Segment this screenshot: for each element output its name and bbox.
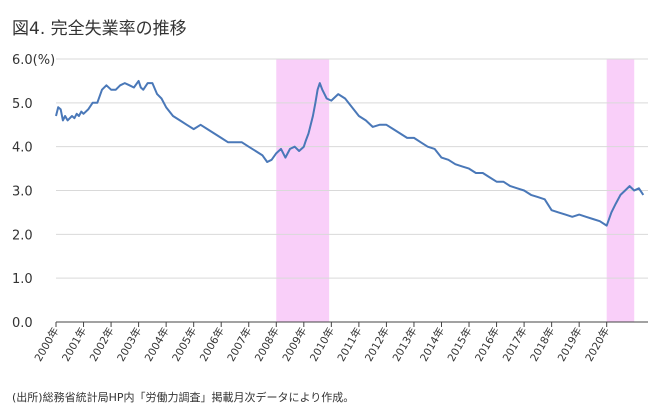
x-tick-label: 2012年 (362, 325, 392, 364)
x-tick-label: 2011年 (335, 325, 365, 364)
x-tick-label: 2017年 (500, 325, 530, 364)
y-tick-label: 6.0(%) (12, 53, 55, 68)
x-tick-label: 2007年 (224, 325, 254, 364)
source-note: (出所)総務省統計局HP内「労働力調査」掲載月次データにより作成。 (12, 391, 355, 404)
chart-title: 図4. 完全失業率の推移 (12, 19, 187, 39)
y-tick-label: 1.0 (12, 272, 33, 287)
x-tick-label: 2001年 (59, 325, 89, 364)
x-tick-label: 2005年 (169, 325, 199, 364)
y-tick-label: 2.0 (12, 228, 33, 243)
x-tick-label: 2014年 (417, 325, 447, 364)
x-tick-label: 2020年 (582, 325, 612, 364)
y-tick-labels-layer: 0.0 1.0 2.0 3.0 4.0 5.0 6.0(%) (12, 53, 55, 331)
series-line-unemployment-rate (55, 79, 645, 227)
y-tick-label: 4.0 (12, 141, 33, 156)
x-tick-label: 2010年 (307, 325, 337, 364)
x-tick-label: 2000年 (32, 325, 62, 364)
x-tick-label: 2006年 (197, 325, 227, 364)
x-tick-label: 2015年 (445, 325, 475, 364)
x-tick-label: 2002年 (87, 325, 117, 364)
x-tick-label: 2018年 (527, 325, 557, 364)
x-tick-label: 2003年 (114, 325, 144, 364)
x-tick-label: 2008年 (252, 325, 282, 364)
x-tick-label: 2009年 (280, 325, 310, 364)
x-tick-label: 2004年 (142, 325, 172, 364)
x-tick-labels-layer: 2000年2001年2002年2003年2004年2005年2006年2007年… (32, 325, 613, 364)
x-tick-label: 2019年 (555, 325, 585, 364)
y-tick-label: 5.0 (12, 97, 33, 112)
y-tick-label: 0.0 (12, 316, 33, 331)
y-tick-label: 3.0 (12, 185, 33, 200)
x-tick-label: 2016年 (472, 325, 502, 364)
series-layer (55, 79, 645, 227)
gridlines-layer (55, 58, 648, 327)
x-tick-label: 2013年 (390, 325, 420, 364)
